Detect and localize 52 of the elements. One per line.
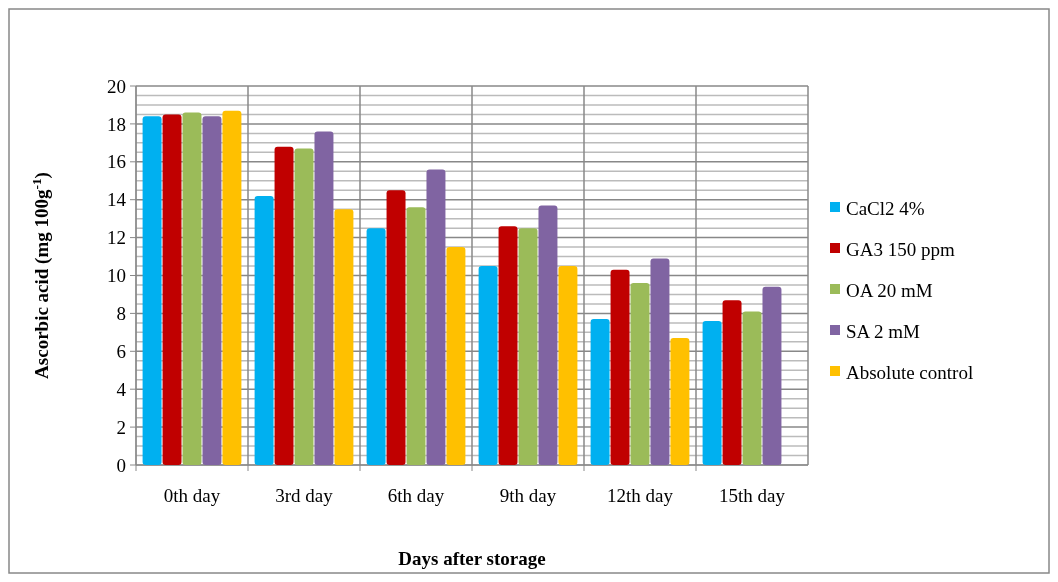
y-tick-label: 6 [116,340,126,362]
bar [630,283,650,465]
bar [558,266,578,465]
y-tick-label: 2 [116,416,126,438]
y-tick-label: 10 [107,265,126,287]
bar [386,190,406,465]
legend-label: Absolute control [846,361,974,383]
bar [538,205,558,465]
bar [254,195,274,465]
legend-label: CaCl2 4% [846,197,925,219]
bar [722,300,742,465]
bar [314,131,334,465]
y-tick-label: 4 [116,378,127,400]
bar [142,116,162,465]
y-tick-label: 20 [107,75,126,97]
bar [274,146,294,465]
x-tick-label: 3rd day [275,485,334,506]
x-tick-label: 9th day [499,485,557,506]
bar [590,319,610,465]
y-tick-label: 0 [116,454,126,476]
bar [742,311,762,465]
x-tick-label: 6th day [387,485,445,506]
bar [406,207,426,465]
bar [202,116,222,465]
bar [162,114,182,465]
bar [334,209,354,465]
bar [366,228,386,465]
y-tick-label: 12 [107,227,126,249]
bar [702,320,722,465]
y-tick-label: 14 [107,189,127,211]
x-tick-label: 12th day [607,485,674,506]
bar [498,226,518,465]
bar [518,228,538,465]
x-tick-label: 15th day [719,485,786,506]
legend-label: OA 20 mM [846,279,933,301]
bar [222,110,242,465]
bar [670,338,690,465]
y-tick-label: 16 [107,151,126,173]
legend-label: GA3 150 ppm [846,238,955,260]
bar [478,266,498,465]
bar [182,112,202,465]
bar [294,148,314,465]
x-tick-label: 0th day [163,485,221,506]
y-tick-label: 18 [107,113,126,135]
x-axis-title: Days after storage [398,548,546,569]
y-tick-label: 8 [116,303,126,325]
bar [610,269,630,465]
bar [446,247,466,465]
bar [426,169,446,465]
legend-label: SA 2 mM [846,320,921,342]
bar [762,286,782,465]
bar [650,258,670,465]
